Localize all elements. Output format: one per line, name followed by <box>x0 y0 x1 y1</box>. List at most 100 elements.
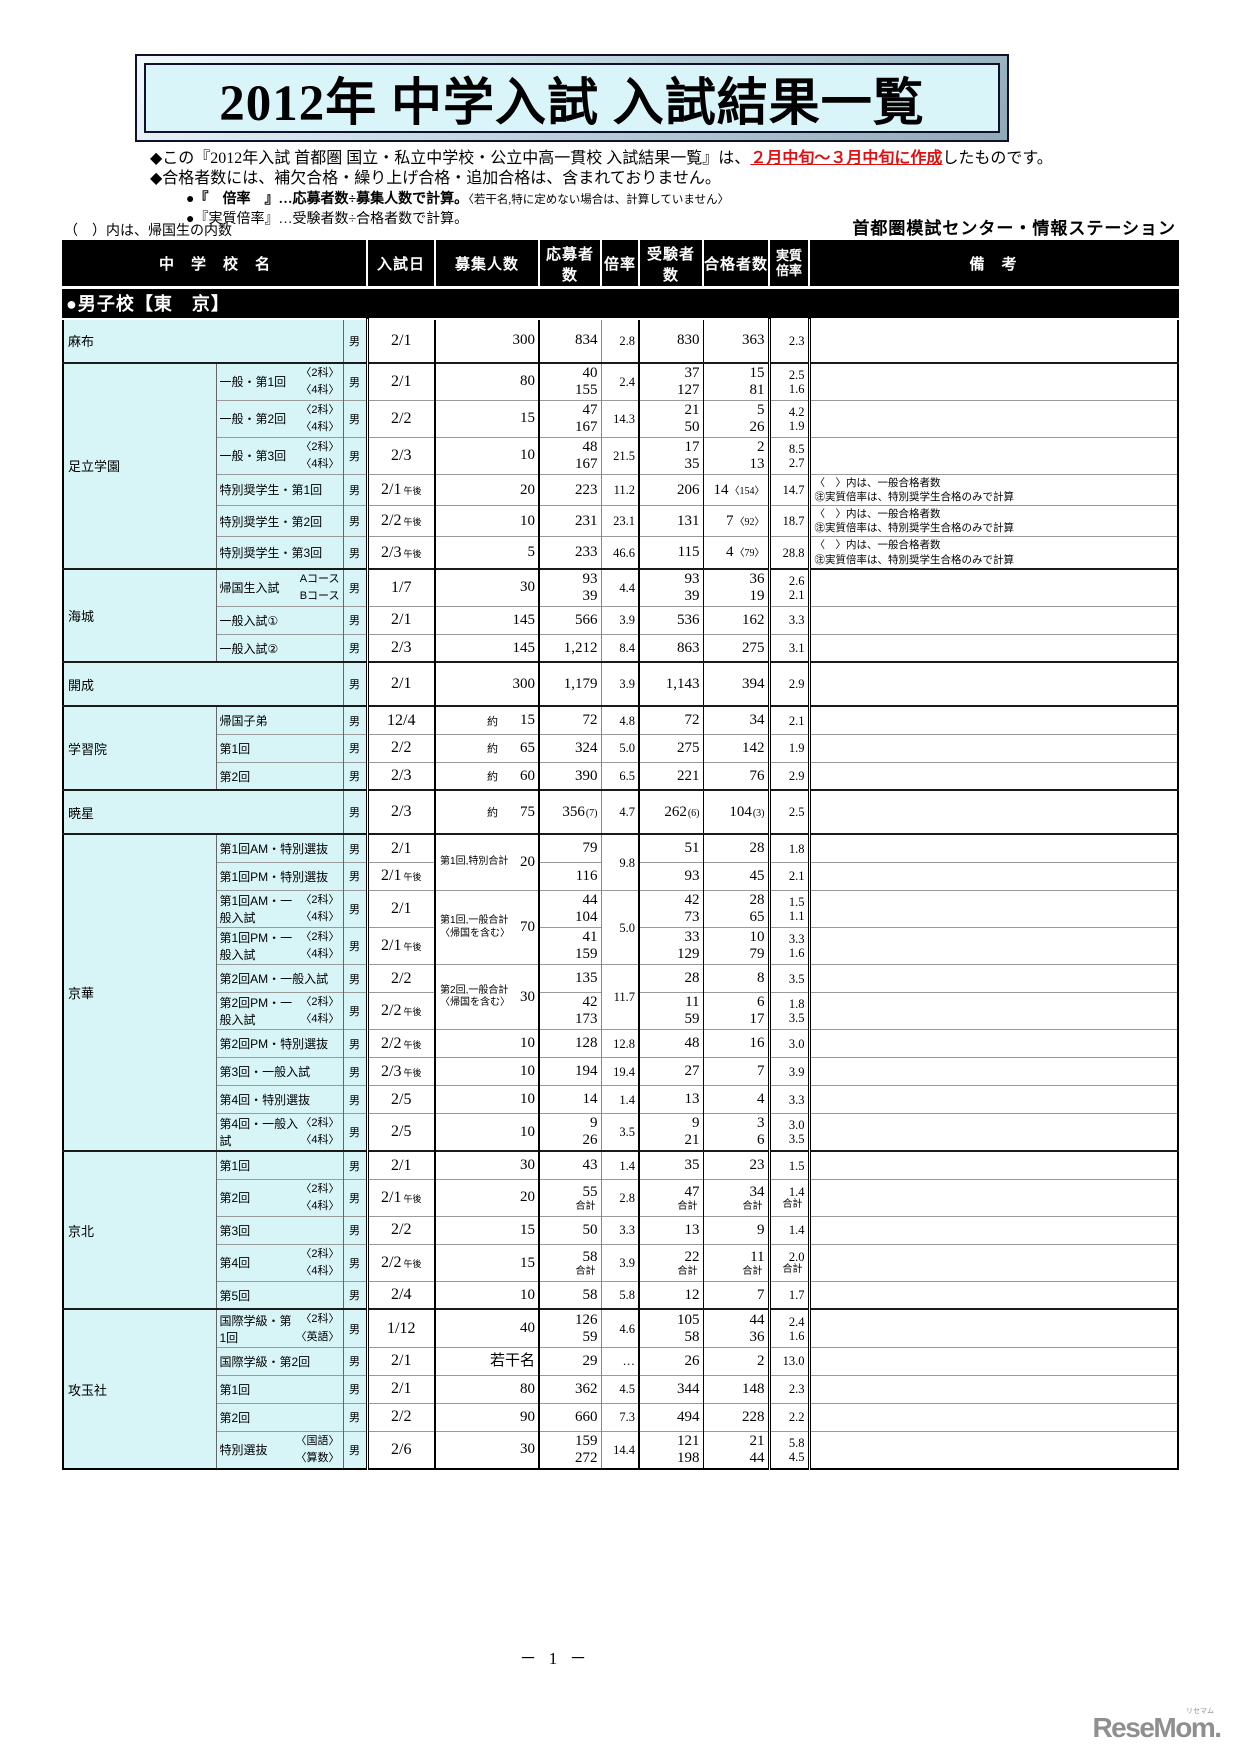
cell-ratio: 14.3 <box>601 399 641 438</box>
cell-examinee-count: 863 <box>639 633 704 663</box>
exam-date: 2/2 <box>367 964 437 993</box>
exam-date: 2/1 <box>367 833 437 863</box>
cell-applicant-count: 356(7) <box>539 789 602 835</box>
cell-ratio: 5.0 <box>601 889 641 965</box>
cell-passer-count: 9 <box>703 1215 771 1245</box>
exam-date: 2/1 午後 <box>367 1178 437 1217</box>
cell-applicant-count: 362 <box>539 1374 602 1404</box>
cell-remarks <box>809 833 1179 863</box>
exam-round-label: 帰国子弟 <box>216 705 344 735</box>
cell-ratio: 2.8 <box>601 1178 641 1217</box>
cell-recruit-count: 145 <box>435 605 541 635</box>
cell-examinee-count: 21 50 <box>639 399 704 438</box>
cell-recruit-count: 5 <box>435 536 541 569</box>
cell-examinee-count: 48 <box>639 1029 704 1058</box>
cell-ratio: 9.8 <box>601 833 641 891</box>
gender-label: 男 <box>343 964 369 993</box>
cell-remarks <box>809 861 1179 891</box>
cell-ratio: 4.4 <box>601 567 641 607</box>
cell-recruit-count: 20 <box>435 1178 541 1217</box>
exam-round-label: 一般入試② <box>216 633 344 663</box>
exam-round-label: 第4回・特別選抜 <box>216 1085 344 1114</box>
gender-label: 男 <box>343 399 369 438</box>
gender-label: 男 <box>343 1178 369 1217</box>
cell-real-ratio: 3.5 <box>769 964 811 993</box>
exam-round-label: 特別奨学生・第3回 <box>216 536 344 569</box>
cell-remarks <box>809 317 1179 363</box>
school-name: 麻布 <box>63 317 344 363</box>
exam-round-label: 第2回PM・特別選抜 <box>216 1029 344 1058</box>
cell-passer-count: 10 79 <box>703 926 771 965</box>
cell-applicant-count: 48 167 <box>539 436 602 475</box>
cell-real-ratio: 2.1 <box>769 861 811 891</box>
cell-remarks <box>809 1280 1179 1310</box>
cell-ratio: 11.2 <box>601 473 641 506</box>
cell-remarks <box>809 705 1179 735</box>
cell-real-ratio: 1.7 <box>769 1280 811 1310</box>
exam-round-label: 一般・第1回 〈2科〉 〈4科〉 <box>216 361 344 401</box>
gender-label: 男 <box>343 361 369 401</box>
table-row: 特別奨学生・第1回男 2/1 午後 20 223 11.2 206 14〈154〉 14.7 〈 … <box>63 473 1179 506</box>
exam-date: 2/1 <box>367 661 437 707</box>
exam-round-label: 第4回 〈2科〉 〈4科〉 <box>216 1243 344 1282</box>
cell-examinee-count: 206 <box>639 473 704 506</box>
school-name: 海城 <box>63 567 217 663</box>
cell-ratio: 6.5 <box>601 761 641 791</box>
gender-label: 男 <box>343 733 369 763</box>
table-row: 第3回男 2/2 15 50 3.3 13 9 1.4 <box>63 1215 1179 1245</box>
cell-recruit-count: 10 <box>435 1029 541 1058</box>
column-header-applicants: 応募者数 <box>539 241 603 287</box>
cell-examinee-count: 221 <box>639 761 704 791</box>
school-name: 暁星 <box>63 789 344 835</box>
cell-examinee-count: 17 35 <box>639 436 704 475</box>
section-header: ●男子校【東 京】 <box>63 285 1179 320</box>
cell-applicant-count: 223 <box>539 473 602 506</box>
table-row: 第1回PM・特別選抜男 2/1 午後 116 93 45 2.1 <box>63 861 1179 891</box>
cell-examinee-count: 37 127 <box>639 361 704 401</box>
cell-examinee-count: 47 合計 <box>639 1178 704 1217</box>
gender-label: 男 <box>343 505 369 537</box>
cell-real-ratio: 3.1 <box>769 633 811 663</box>
cell-examinee-count: 9 21 <box>639 1113 704 1152</box>
cell-examinee-count: 1,143 <box>639 661 704 707</box>
cell-remarks <box>809 889 1179 928</box>
cell-remarks <box>809 733 1179 763</box>
title-banner: 2012年 中学入試 入試結果一覧 <box>135 54 1009 142</box>
table-row: 攻玉社 国際学級・第1回 〈2科〉 〈英語〉男 1/12 40 126 59 4.6 105 58 4… <box>63 1308 1179 1469</box>
exam-date: 2/2 午後 <box>367 992 437 1030</box>
cell-applicant-count: 233 <box>539 536 602 569</box>
cell-real-ratio: 1.4 合計 <box>769 1178 811 1217</box>
table-row: 麻布男 2/1 300 834 2.8 830 363 2.3 <box>63 317 1179 363</box>
cell-examinee-count: 105 58 <box>639 1308 704 1348</box>
cell-applicant-count: 1,212 <box>539 633 602 663</box>
cell-remarks <box>809 1085 1179 1114</box>
exam-date: 2/6 <box>367 1430 437 1469</box>
exam-round-label: 第2回 〈2科〉 〈4科〉 <box>216 1178 344 1217</box>
table-row: 特別選抜 〈国語〉 〈算数〉男 2/6 30 159 272 14.4 121 198 21 44 5.… <box>63 1430 1179 1469</box>
gender-label: 男 <box>343 926 369 965</box>
exam-round-label: 第1回AM・一般入試 〈2科〉 〈4科〉 <box>216 889 344 928</box>
cell-passer-count: 162 <box>703 605 771 635</box>
gender-label: 男 <box>343 992 369 1030</box>
cell-examinee-count: 275 <box>639 733 704 763</box>
cell-real-ratio: 2.0 合計 <box>769 1243 811 1282</box>
cell-recruit-count: 15 <box>435 1243 541 1282</box>
cell-passer-count: 275 <box>703 633 771 663</box>
cell-passer-count: 7 <box>703 1280 771 1310</box>
cell-passer-count: 28 65 <box>703 889 771 928</box>
cell-examinee-count: 131 <box>639 505 704 537</box>
gender-label: 男 <box>343 1374 369 1404</box>
exam-date: 2/3 <box>367 436 437 475</box>
exam-round-label: 国際学級・第2回 <box>216 1346 344 1376</box>
cell-real-ratio: 1.5 1.1 <box>769 889 811 928</box>
cell-remarks <box>809 1215 1179 1245</box>
cell-remarks <box>809 1150 1179 1180</box>
exam-round-label: 第2回AM・一般入試 <box>216 964 344 993</box>
cell-passer-count: 2 13 <box>703 436 771 475</box>
cell-passer-count: 23 <box>703 1150 771 1180</box>
cell-passer-count: 16 <box>703 1029 771 1058</box>
cell-remarks <box>809 661 1179 707</box>
exam-date: 2/2 <box>367 733 437 763</box>
exam-round-label: 特別奨学生・第2回 <box>216 505 344 537</box>
